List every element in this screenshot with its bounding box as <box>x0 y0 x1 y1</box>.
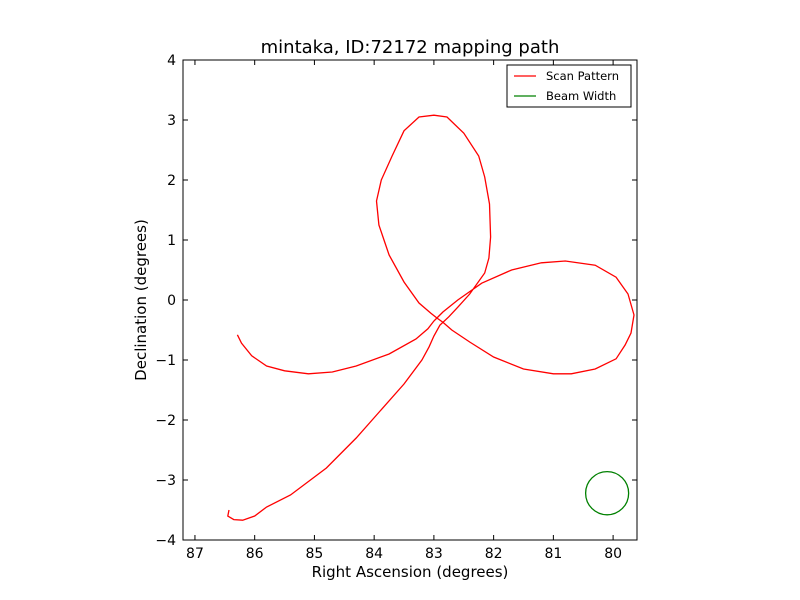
legend-box <box>506 64 632 108</box>
series-scan-pattern <box>227 114 635 521</box>
x-tick-label: 81 <box>544 546 562 562</box>
x-tick-label: 83 <box>425 546 443 562</box>
y-tick-label: 4 <box>167 53 176 69</box>
y-tick-label: −1 <box>155 353 176 369</box>
legend: Scan Pattern Beam Width <box>506 64 632 108</box>
y-tick-label: 3 <box>167 113 176 129</box>
y-tick-label: −3 <box>155 473 176 489</box>
x-tick-label: 87 <box>186 546 204 562</box>
plot-frame <box>182 59 638 541</box>
y-tick-label: −2 <box>155 413 176 429</box>
x-tick-label: 84 <box>365 546 383 562</box>
legend-entry-beam-width: Beam Width <box>546 89 616 103</box>
y-tick-label: 0 <box>167 293 176 309</box>
y-tick-label: −4 <box>155 533 176 549</box>
x-axis-label: Right Ascension (degrees) <box>312 563 509 581</box>
x-tick-label: 85 <box>306 546 324 562</box>
chart-title: mintaka, ID:72172 mapping path <box>261 37 560 58</box>
y-tick-label: 2 <box>167 173 176 189</box>
x-tick-label: 86 <box>246 546 264 562</box>
series-beam-width <box>584 470 630 516</box>
y-axis-label: Declination (degrees) <box>132 219 150 381</box>
x-tick-label: 80 <box>604 546 622 562</box>
x-tick-label: 82 <box>485 546 503 562</box>
legend-entry-scan-pattern: Scan Pattern <box>546 69 619 83</box>
y-tick-label: 1 <box>167 233 176 249</box>
